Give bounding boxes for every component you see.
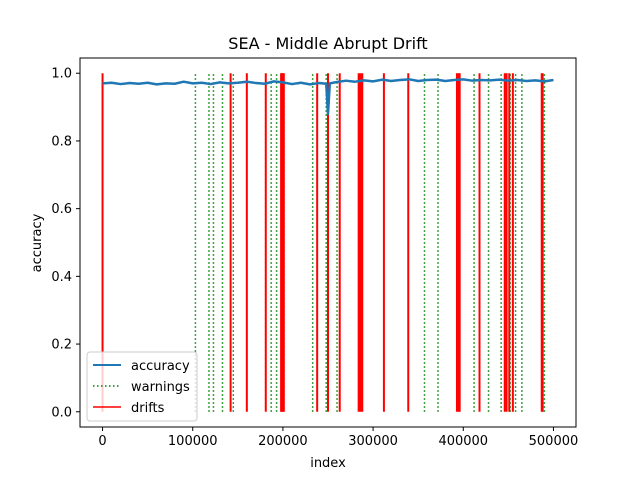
x-axis: 0 100000 200000 300000 400000 500000 xyxy=(98,427,578,449)
legend-label-warnings: warnings xyxy=(131,380,190,395)
x-tick-label: 300000 xyxy=(348,434,398,449)
y-tick-label: 0.0 xyxy=(51,405,72,420)
y-tick-label: 0.6 xyxy=(51,202,72,217)
plot-frame xyxy=(79,57,577,428)
y-tick-label: 0.2 xyxy=(51,338,72,353)
x-axis-label: index xyxy=(310,456,346,471)
x-tick-label: 0 xyxy=(98,434,106,449)
plot-area xyxy=(101,73,554,412)
x-tick-label: 500000 xyxy=(529,434,579,449)
legend: accuracy warnings drifts xyxy=(86,351,198,422)
x-tick-label: 100000 xyxy=(168,434,218,449)
x-tick-label: 200000 xyxy=(258,434,308,449)
legend-label-drifts: drifts xyxy=(131,401,165,416)
accuracy-line xyxy=(102,78,554,116)
x-tick-label: 400000 xyxy=(438,434,488,449)
y-axis: 0.0 0.2 0.4 0.6 0.8 1.0 xyxy=(51,67,80,420)
y-tick-label: 1.0 xyxy=(51,67,72,82)
legend-label-accuracy: accuracy xyxy=(131,359,190,374)
y-tick-label: 0.8 xyxy=(51,134,72,149)
y-axis-label: accuracy xyxy=(30,213,45,272)
y-tick-label: 0.4 xyxy=(51,270,72,285)
legend-box xyxy=(86,351,198,422)
chart-title: SEA - Middle Abrupt Drift xyxy=(228,34,427,53)
